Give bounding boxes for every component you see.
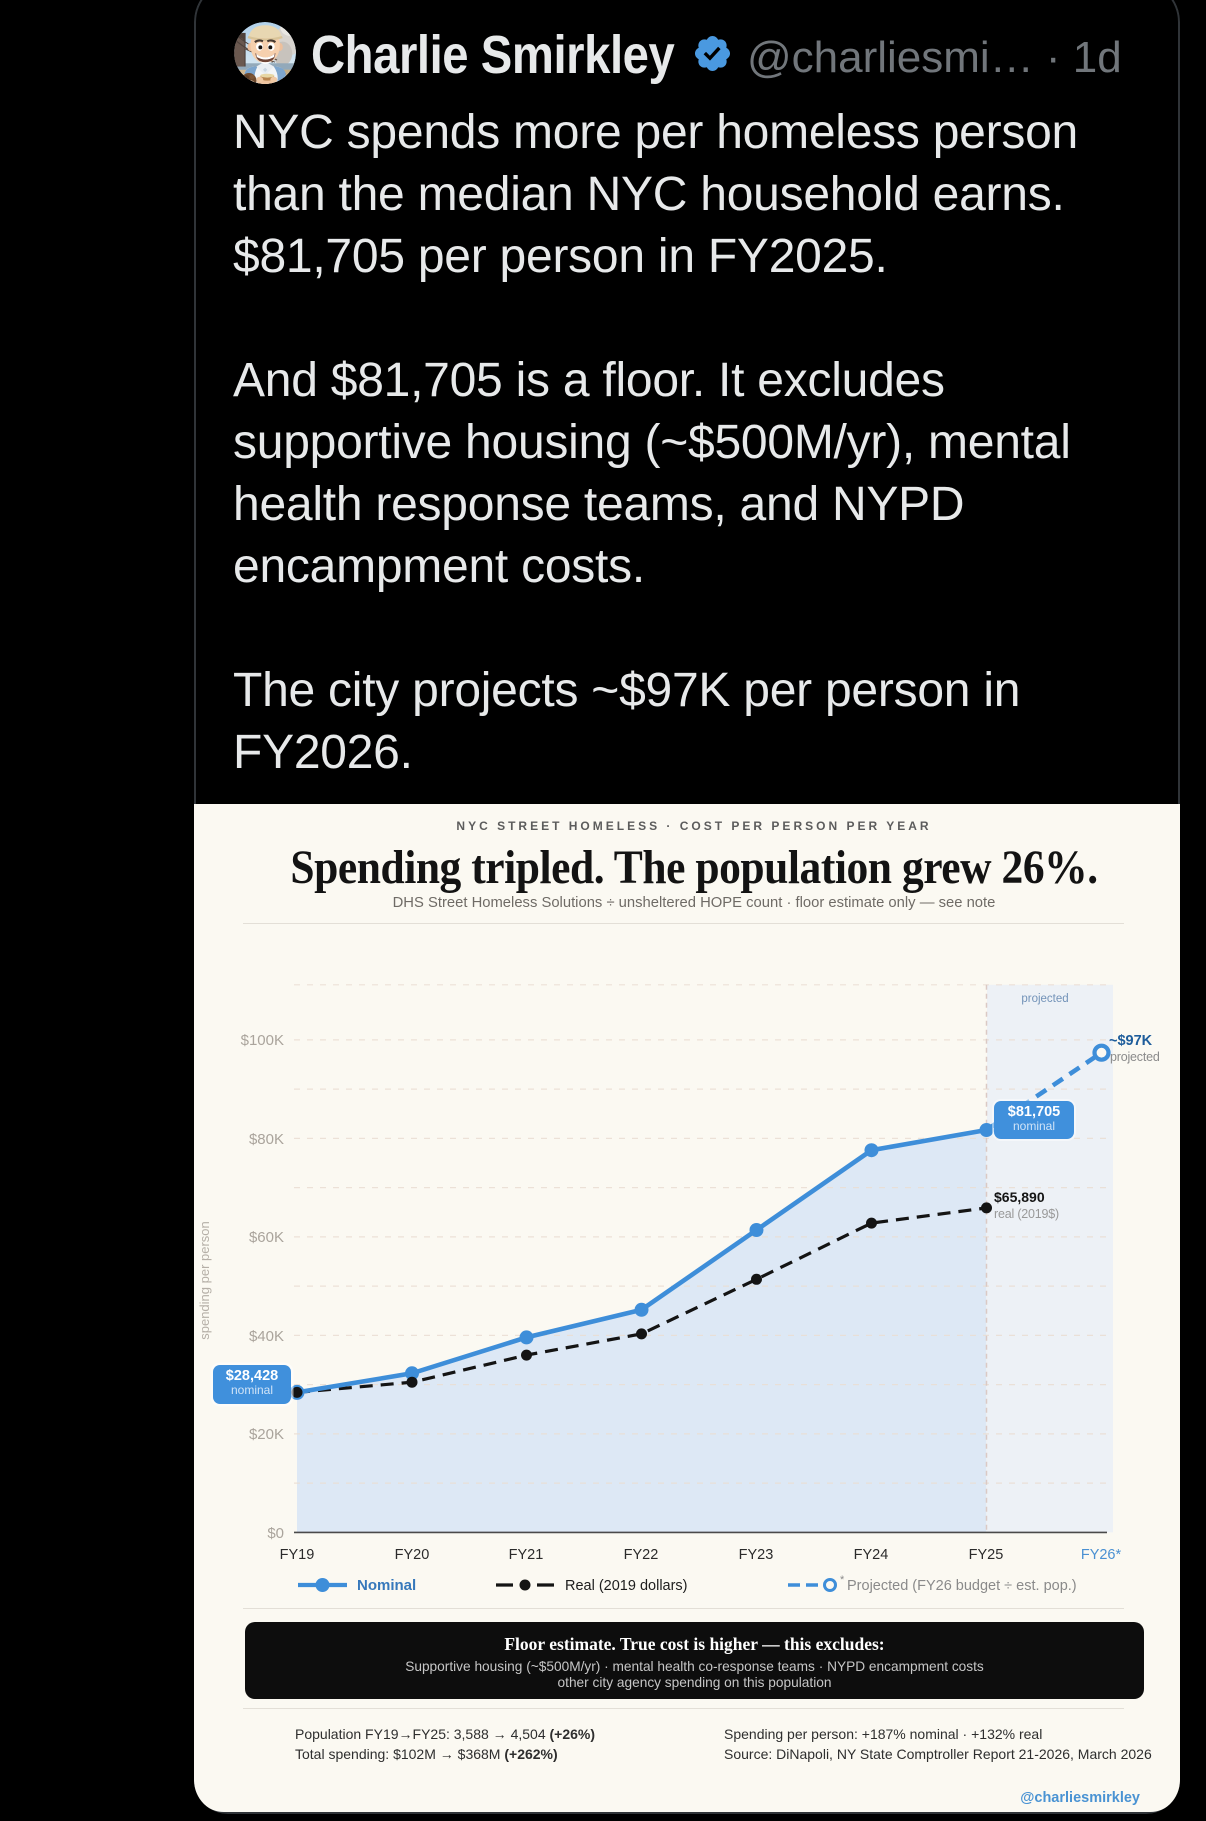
svg-text:Projected (FY26 budget ÷ est.: Projected (FY26 budget ÷ est. pop.) [847,1578,1077,1594]
svg-text:*: * [840,1574,845,1586]
svg-text:Nominal: Nominal [357,1577,416,1594]
svg-text:Real (2019 dollars): Real (2019 dollars) [565,1578,688,1594]
